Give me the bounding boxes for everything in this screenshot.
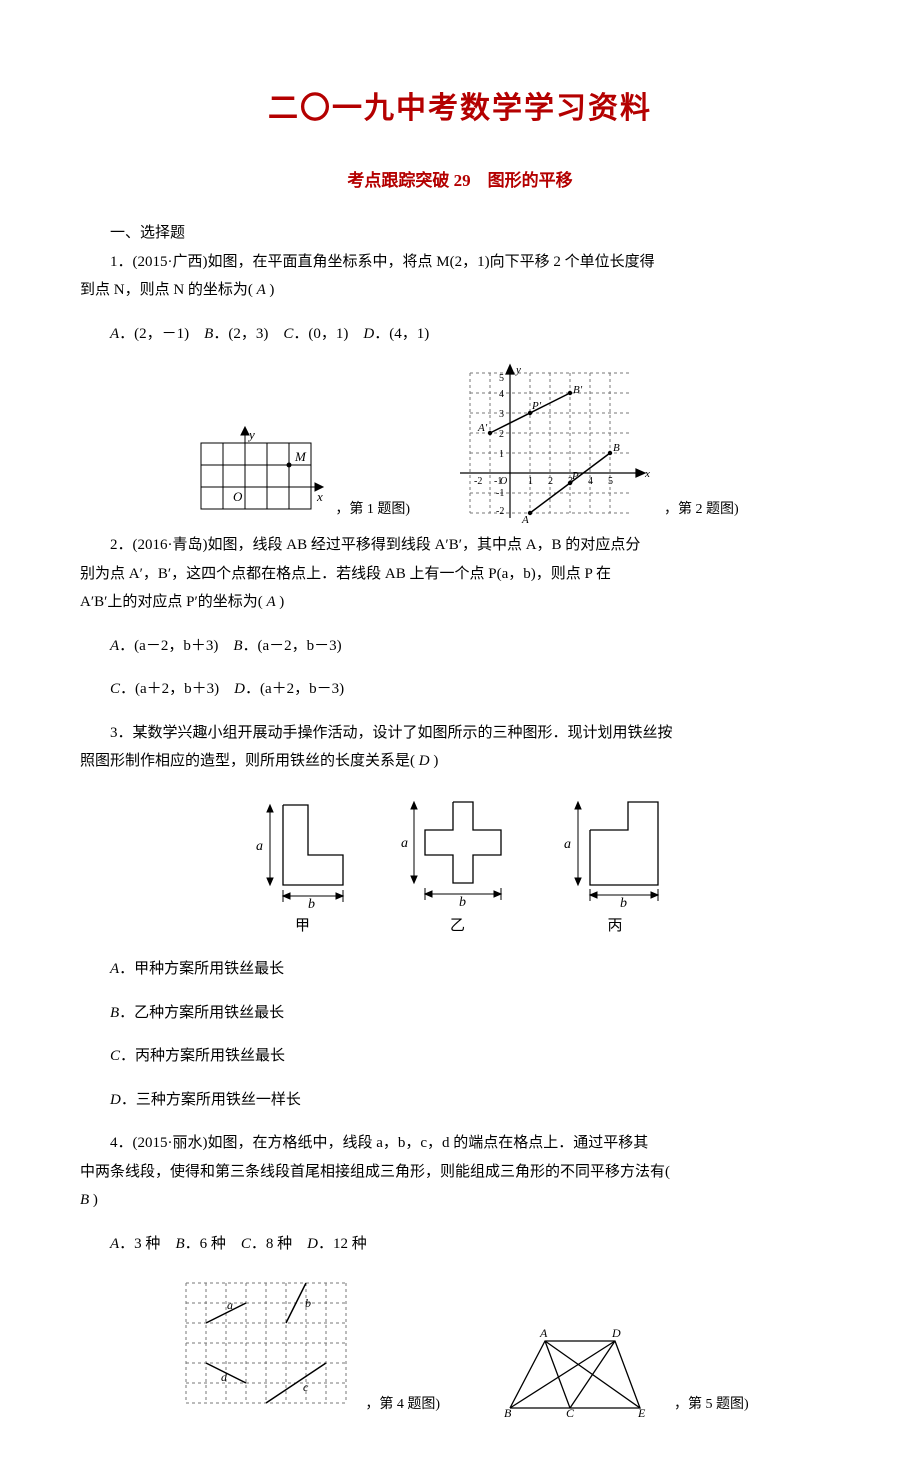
- svg-text:-2: -2: [496, 506, 504, 517]
- q2-optA: A．(a－2，b＋3) B．(a－2，b－3): [80, 632, 840, 661]
- figure-4: a b d c ，第 4 题图): [171, 1273, 440, 1418]
- svg-text:b: b: [459, 895, 466, 910]
- q1-options: A．(2，－1) B．(2，3) C．(0，1) D．(4，1): [80, 320, 840, 349]
- svg-text:b: b: [308, 897, 315, 910]
- figure-2: -2-1 12345 12345 -1-2 O: [450, 363, 739, 523]
- q1-line2b: ): [269, 282, 274, 298]
- svg-text:5: 5: [608, 476, 613, 487]
- q3-optB: B．乙种方案所用铁丝最长: [80, 999, 840, 1028]
- q1-line2a: 到点 N，则点 N 的坐标为(: [80, 282, 253, 298]
- figure-1: y x O M ，第 1 题图): [181, 413, 410, 523]
- svg-text:B′: B′: [573, 384, 583, 396]
- svg-text:1: 1: [499, 449, 504, 460]
- svg-text:4: 4: [588, 476, 593, 487]
- svg-text:y: y: [515, 364, 521, 376]
- q3-optA: A．甲种方案所用铁丝最长: [80, 955, 840, 984]
- q4-line3: ): [93, 1192, 98, 1208]
- svg-text:a: a: [227, 1298, 233, 1312]
- fig5-caption: ，第 5 题图): [674, 1392, 749, 1419]
- origin-label: O: [233, 489, 243, 504]
- svg-text:B: B: [504, 1406, 512, 1418]
- svg-text:4: 4: [499, 389, 504, 400]
- q1-answer: A: [253, 282, 269, 298]
- q3-answer: D: [415, 753, 433, 769]
- svg-text:c: c: [303, 1380, 309, 1394]
- svg-text:A′: A′: [477, 422, 488, 434]
- q2-line1: 2．(2016·青岛)如图，线段 AB 经过平移得到线段 A′B′，其中点 A，…: [80, 531, 840, 560]
- svg-text:O: O: [500, 476, 507, 487]
- fig2-caption: ，第 2 题图): [664, 497, 739, 524]
- svg-text:2: 2: [499, 429, 504, 440]
- shape-bing-label: 丙: [607, 912, 622, 941]
- y-label: y: [247, 427, 255, 442]
- q3-line2b: ): [433, 753, 438, 769]
- svg-text:-1: -1: [496, 488, 504, 499]
- x-label: x: [316, 489, 323, 504]
- svg-text:P′: P′: [531, 400, 542, 412]
- svg-text:a: a: [401, 836, 408, 851]
- section-heading: 一、选择题: [80, 219, 840, 248]
- q2-line3a: A′B′上的对应点 P′的坐标为(: [80, 594, 263, 610]
- svg-text:D: D: [611, 1326, 621, 1340]
- fig1-caption: ，第 1 题图): [335, 497, 410, 524]
- main-title: 二〇一九中考数学学习资料: [80, 80, 840, 137]
- q4-options: A．3 种 B．6 种 C．8 种 D．12 种: [80, 1230, 840, 1259]
- svg-text:1: 1: [528, 476, 533, 487]
- q3-line1: 3．某数学兴趣小组开展动手操作活动，设计了如图所示的三种图形．现计划用铁丝按: [80, 719, 840, 748]
- shape-jia-label: 甲: [295, 912, 310, 941]
- fig4-caption: ，第 4 题图): [365, 1392, 440, 1419]
- svg-text:5: 5: [499, 373, 504, 384]
- sub-title: 考点跟踪突破 29 图形的平移: [80, 165, 840, 197]
- svg-text:-2: -2: [474, 476, 482, 487]
- q3-figures: a b 甲: [80, 790, 840, 941]
- shape-yi-label: 乙: [450, 912, 465, 941]
- q2-line3b: ): [279, 594, 284, 610]
- q2-answer: A: [263, 594, 279, 610]
- q1-line1: 1．(2015·广西)如图，在平面直角坐标系中，将点 M(2，1)向下平移 2 …: [80, 248, 840, 277]
- point-m-label: M: [294, 449, 307, 464]
- svg-text:a: a: [256, 839, 263, 854]
- svg-text:C: C: [566, 1406, 575, 1418]
- svg-text:b: b: [620, 896, 627, 910]
- svg-text:E: E: [637, 1406, 646, 1418]
- svg-text:a: a: [564, 837, 571, 852]
- svg-text:P: P: [571, 470, 579, 482]
- q2-optC: C．(a＋2，b＋3) D．(a＋2，b－3): [80, 675, 840, 704]
- q4-line2: 中两条线段，使得和第三条线段首尾相接组成三角形，则能组成三角形的不同平移方法有(: [80, 1164, 670, 1180]
- q2-line2: 别为点 A′，B′，这四个点都在格点上．若线段 AB 上有一个点 P(a，b)，…: [80, 560, 840, 589]
- svg-text:A: A: [521, 514, 529, 523]
- q3-optC: C．丙种方案所用铁丝最长: [80, 1042, 840, 1071]
- svg-text:2: 2: [548, 476, 553, 487]
- q4-answer: B: [80, 1192, 93, 1208]
- q4-line1: 4．(2015·丽水)如图，在方格纸中，线段 a，b，c，d 的端点在格点上．通…: [80, 1129, 840, 1158]
- svg-text:b: b: [305, 1296, 311, 1310]
- svg-text:d: d: [221, 1370, 228, 1384]
- figure-5: A D B C E ，第 5 题图): [500, 1323, 749, 1418]
- q3-line2a: 照图形制作相应的造型，则所用铁丝的长度关系是(: [80, 753, 415, 769]
- svg-text:A: A: [539, 1326, 548, 1340]
- q3-optD: D．三种方案所用铁丝一样长: [80, 1086, 840, 1115]
- svg-text:x: x: [644, 468, 650, 480]
- svg-text:3: 3: [499, 409, 504, 420]
- svg-text:B: B: [613, 442, 620, 454]
